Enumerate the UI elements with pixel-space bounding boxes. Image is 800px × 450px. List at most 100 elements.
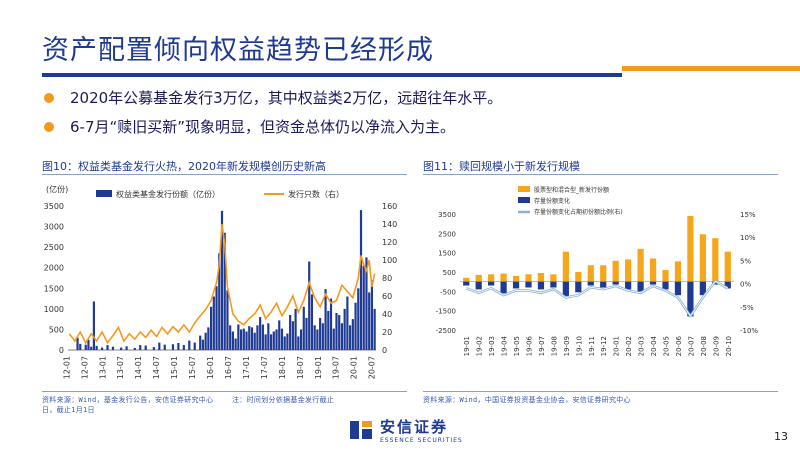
fig11-stock-change-bar	[500, 281, 507, 294]
fig11-xtick-label: 20-05	[663, 336, 671, 356]
fig10-bar	[84, 344, 87, 350]
fig10-bar	[253, 332, 256, 350]
fig11-stock-change-bar	[575, 281, 582, 293]
fig11-new-issue-bar	[662, 270, 669, 282]
fig10-bar	[368, 292, 371, 350]
fig10-bar	[370, 280, 374, 350]
fig10-bar	[250, 327, 254, 350]
title-underline	[42, 73, 622, 77]
fig11-ytick-label: 2500	[438, 230, 456, 238]
fig11-xtick-label: 19-01	[463, 336, 471, 356]
fig10-y2tick-label: 80	[382, 274, 392, 283]
fig10-xtick-label: 17-01	[242, 356, 251, 379]
fig10-bar	[106, 345, 109, 350]
bullet-2-text: 6-7月“赎旧买新”现象明显，但资金总体仍以净流入为主。	[70, 118, 456, 136]
fig11-title-rule	[423, 174, 778, 175]
fig11-y2tick-label: 15%	[740, 211, 756, 219]
fig10-bar	[302, 306, 305, 350]
fig10-bar	[87, 339, 90, 350]
fig11-xtick-label: 20-07	[687, 336, 695, 356]
fig10-bar	[327, 310, 330, 350]
fig10-bar	[280, 328, 284, 350]
fig11-xtick-label: 19-06	[526, 335, 534, 356]
fig10-bar	[357, 288, 360, 350]
fig11-xtick-label: 20-01	[613, 336, 621, 356]
fig10-bar	[79, 343, 82, 350]
fig10-bar	[291, 321, 294, 350]
fig10-ytick-label: 3500	[44, 202, 64, 211]
fig11-legend-new-label: 股票型和混合型_新发行份额	[534, 186, 609, 194]
fig10-bar	[351, 319, 354, 350]
fig10-xtick-label: 16-07	[224, 356, 233, 379]
bullet-1-text: 2020年公募基金发行3万亿，其中权益类2万亿，远超往年水平。	[70, 89, 503, 107]
fig11-new-issue-bar	[724, 251, 731, 282]
fig10-bar	[305, 317, 308, 350]
fig10-bar	[226, 290, 229, 350]
fig11-stock-change-bar	[687, 281, 694, 317]
fig10-bar	[223, 232, 226, 350]
fig11-new-issue-bar	[525, 274, 532, 282]
fig10-bar	[248, 326, 251, 350]
fig11-xtick-label: 20-03	[638, 336, 646, 356]
fig11-xtick-label: 19-09	[563, 336, 571, 356]
fig11-stock-change-bar	[649, 281, 657, 285]
fig11-stock-change-bar	[612, 281, 619, 285]
fig10-legend-bar-swatch	[96, 190, 112, 197]
bullet-dot-icon	[44, 92, 54, 103]
fig10-bar	[90, 346, 93, 350]
fig10-y2tick-label: 40	[382, 310, 392, 319]
fig10-bar	[212, 296, 215, 350]
essence-logo-icon	[348, 417, 374, 443]
fig11-legend-new-swatch	[518, 186, 530, 192]
fig10-ytick-label: 3000	[44, 223, 64, 232]
fig11-xtick-label: 19-12	[600, 336, 608, 356]
fig10-bar	[152, 347, 155, 350]
fig10-bar	[329, 298, 333, 350]
fig11-legend-ratio-label: 存量份额变化占期初份额比例(右)	[534, 208, 623, 216]
fig10-bar	[349, 325, 352, 350]
fig10-bar	[259, 317, 262, 350]
fig11-new-issue-bar	[488, 274, 495, 282]
brand-logo: 安信证券 ESSENCE SECURITIES	[348, 416, 463, 444]
fig11-source: 资料来源：Wind，中国证券投资基金业协会，安信证券研究中心	[423, 396, 631, 404]
fig10-bar	[229, 325, 232, 350]
fig11-stock-change-bar	[674, 281, 682, 296]
fig11-xtick-label: 20-02	[625, 336, 633, 356]
fig10-bar	[218, 253, 221, 350]
fig11-new-issue-bar	[562, 251, 569, 282]
fig11-xtick-label: 19-07	[538, 336, 546, 356]
fig10-bar	[346, 296, 349, 350]
fig10-y2tick-label: 120	[382, 238, 397, 247]
fig11-stock-change-bar	[475, 281, 482, 290]
page-number: 13	[774, 430, 788, 443]
fig11-stock-change-bar	[562, 281, 569, 297]
fig10-bar	[177, 343, 180, 350]
fig10-title-rule	[42, 174, 407, 175]
fig11-xtick-label: 19-11	[588, 336, 596, 356]
fig11-new-issue-bar	[625, 259, 632, 282]
fig10-xtick-label: 19-01	[314, 356, 323, 379]
fig10-legend-bar-label: 权益类基金发行份额（亿份）	[116, 189, 220, 199]
fig11-new-issue-bar	[537, 272, 545, 282]
fig10-xtick-label: 14-01	[134, 356, 143, 379]
fig10-bar	[207, 327, 210, 350]
fig11-xtick-label: 19-02	[476, 336, 484, 356]
fig11-stock-change-bar	[463, 281, 470, 286]
fig11-ytick-label: -1500	[436, 308, 456, 316]
fig10-bar	[286, 333, 289, 350]
fig11-ytick-label: 3500	[438, 211, 456, 219]
fig11-new-issue-bar	[699, 234, 706, 282]
fig10-xtick-label: 20-07	[368, 356, 377, 379]
fig10-y2tick-label: 160	[382, 202, 397, 211]
fig10-xtick-label: 13-07	[116, 356, 125, 379]
fig10-bar	[278, 320, 281, 350]
fig10-ytick-label: 1000	[44, 305, 64, 314]
fig10-bar	[362, 265, 365, 350]
fig11-new-issue-bar	[587, 265, 594, 282]
fig10-bar	[321, 323, 324, 350]
fig10-y2tick-label: 100	[382, 256, 397, 265]
fig11-new-issue-bar	[637, 248, 644, 282]
fig10-xtick-label: 18-07	[296, 356, 305, 379]
fig11-title: 图11：赎回规模小于新发行规模	[423, 160, 580, 173]
